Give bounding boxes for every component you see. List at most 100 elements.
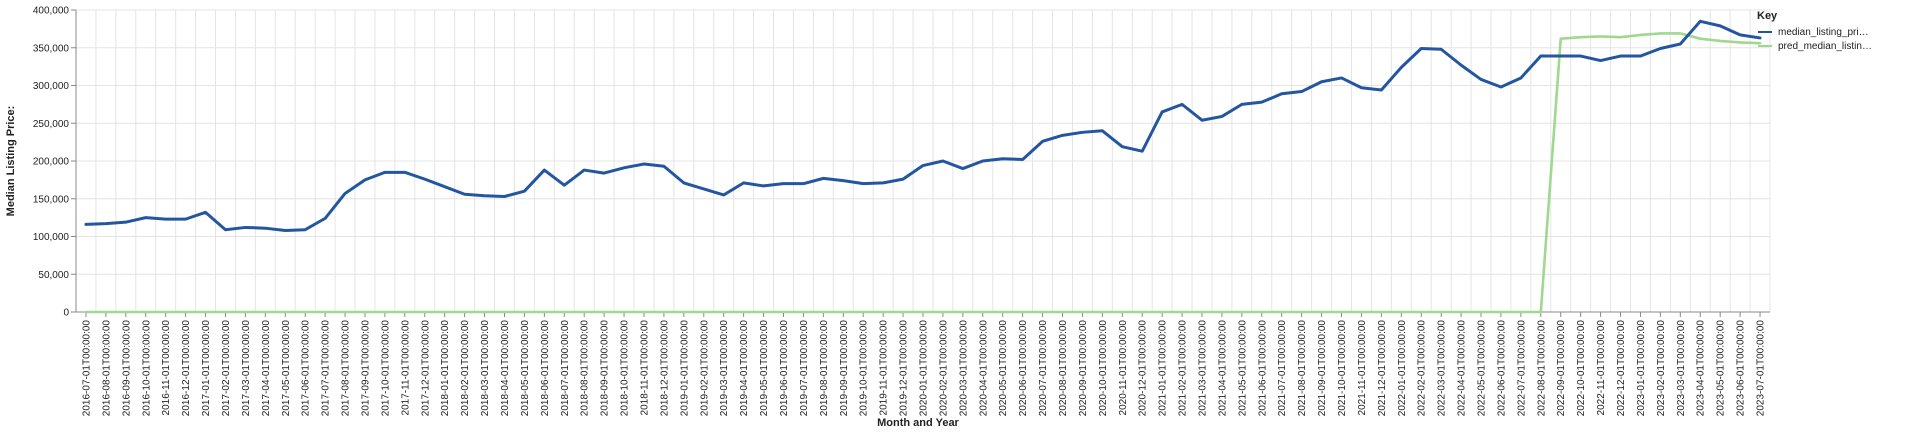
x-tick-label: 2017-09-01T00:00:00: [360, 320, 371, 417]
x-tick-label: 2022-05-01T00:00:00: [1477, 320, 1488, 417]
x-tick-label: 2023-04-01T00:00:00: [1696, 320, 1707, 417]
x-tick-label: 2018-08-01T00:00:00: [580, 320, 591, 417]
x-tick-label: 2017-03-01T00:00:00: [241, 320, 252, 417]
x-tick-label: 2019-10-01T00:00:00: [859, 320, 870, 417]
x-tick-label: 2022-12-01T00:00:00: [1616, 320, 1627, 417]
x-tick-label: 2020-04-01T00:00:00: [978, 320, 989, 417]
x-tick-label: 2019-11-01T00:00:00: [879, 320, 890, 416]
x-tick-label: 2020-06-01T00:00:00: [1018, 320, 1029, 417]
x-tick-label: 2017-01-01T00:00:00: [201, 320, 212, 417]
x-tick-label: 2016-12-01T00:00:00: [181, 320, 192, 417]
series-lines: [84, 19, 1762, 314]
x-tick-label: 2021-04-01T00:00:00: [1217, 320, 1228, 417]
x-tick-label: 2018-12-01T00:00:00: [659, 320, 670, 417]
legend: Key median_listing_pri… pred_median_list…: [1757, 10, 1872, 52]
x-tick-label: 2017-05-01T00:00:00: [281, 320, 292, 417]
x-tick-label: 2016-10-01T00:00:00: [141, 320, 152, 417]
x-tick-label: 2020-07-01T00:00:00: [1038, 320, 1049, 417]
y-tick-label: 400,000: [33, 6, 70, 17]
x-tick-label: 2022-03-01T00:00:00: [1437, 320, 1448, 417]
x-tick-label: 2016-08-01T00:00:00: [101, 320, 112, 417]
y-tick-label: 350,000: [33, 43, 70, 54]
x-tick-label: 2022-08-01T00:00:00: [1536, 320, 1547, 417]
x-tick-label: 2018-01-01T00:00:00: [440, 320, 451, 417]
x-tick-label: 2023-01-01T00:00:00: [1636, 320, 1647, 417]
x-tick-label: 2021-03-01T00:00:00: [1198, 320, 1209, 417]
x-tick-label: 2019-04-01T00:00:00: [739, 320, 750, 417]
x-tick-label: 2020-12-01T00:00:00: [1138, 320, 1149, 417]
x-tick-label: 2020-08-01T00:00:00: [1058, 320, 1069, 417]
x-tick-label: 2017-02-01T00:00:00: [221, 320, 232, 417]
x-tick-label: 2021-12-01T00:00:00: [1377, 320, 1388, 417]
y-tick-label: 200,000: [33, 157, 70, 168]
x-tick-label: 2018-05-01T00:00:00: [520, 320, 531, 417]
x-tick-label: 2020-03-01T00:00:00: [958, 320, 969, 417]
x-axis-title: Month and Year: [877, 417, 959, 429]
x-tick-label: 2020-05-01T00:00:00: [998, 320, 1009, 417]
x-tick-label: 2017-11-01T00:00:00: [400, 320, 411, 416]
x-tick-label: 2021-09-01T00:00:00: [1317, 320, 1328, 417]
x-tick-label: 2022-07-01T00:00:00: [1516, 320, 1527, 417]
x-tick-label: 2022-02-01T00:00:00: [1417, 320, 1428, 417]
x-tick-label: 2017-07-01T00:00:00: [321, 320, 332, 417]
legend-title: Key: [1757, 10, 1778, 22]
x-axis: 2016-07-01T00:00:00 2016-08-01T00:00:00 20…: [76, 311, 1770, 417]
x-tick-label: 2019-01-01T00:00:00: [679, 320, 690, 417]
x-tick-label: 2019-06-01T00:00:00: [779, 320, 790, 417]
x-tick-label: 2021-07-01T00:00:00: [1277, 320, 1288, 417]
x-tick-label: 2019-05-01T00:00:00: [759, 320, 770, 417]
x-tick-label: 2020-09-01T00:00:00: [1078, 320, 1089, 417]
x-tick-label: 2022-01-01T00:00:00: [1397, 320, 1408, 417]
x-tick-label: 2022-09-01T00:00:00: [1556, 320, 1567, 417]
x-tick-label: 2021-05-01T00:00:00: [1237, 320, 1248, 417]
x-tick-label: 2018-06-01T00:00:00: [540, 320, 551, 417]
x-tick-label: 2022-06-01T00:00:00: [1496, 320, 1507, 417]
gridlines: [75, 9, 1771, 313]
x-tick-label: 2019-07-01T00:00:00: [799, 320, 810, 417]
x-tick-label: 2020-10-01T00:00:00: [1098, 320, 1109, 417]
x-tick-label: 2021-08-01T00:00:00: [1297, 320, 1308, 417]
x-tick-label: 2016-07-01T00:00:00: [81, 320, 92, 417]
x-tick-label: 2021-10-01T00:00:00: [1337, 320, 1348, 417]
y-tick-label: 300,000: [33, 81, 70, 92]
x-tick-label: 2017-10-01T00:00:00: [380, 320, 391, 417]
x-tick-label: 2020-02-01T00:00:00: [938, 320, 949, 417]
x-tick-label: 2023-07-01T00:00:00: [1756, 320, 1767, 417]
x-tick-label: 2022-11-01T00:00:00: [1596, 320, 1607, 416]
x-tick-label: 2020-11-01T00:00:00: [1118, 320, 1129, 416]
x-tick-label: 2018-04-01T00:00:00: [500, 320, 511, 417]
x-tick-label: 2020-01-01T00:00:00: [919, 320, 930, 417]
y-axis-title: Median Listing Price:: [5, 106, 17, 217]
x-tick-label: 2023-06-01T00:00:00: [1736, 320, 1747, 417]
x-tick-label: 2019-08-01T00:00:00: [819, 320, 830, 417]
y-tick-label: 0: [63, 308, 69, 319]
x-tick-label: 2018-02-01T00:00:00: [460, 320, 471, 417]
x-tick-label: 2019-12-01T00:00:00: [899, 320, 910, 417]
x-tick-label: 2017-06-01T00:00:00: [301, 320, 312, 417]
y-tick-label: 150,000: [33, 194, 70, 205]
y-tick-label: 250,000: [33, 119, 70, 130]
x-tick-label: 2023-02-01T00:00:00: [1656, 320, 1667, 417]
x-tick-label: 2022-04-01T00:00:00: [1457, 320, 1468, 417]
x-tick-label: 2019-09-01T00:00:00: [839, 320, 850, 417]
x-tick-label: 2022-10-01T00:00:00: [1576, 320, 1587, 417]
x-tick-label: 2018-07-01T00:00:00: [560, 320, 571, 417]
series-line-pred-median-listing-price: [84, 32, 1762, 314]
x-tick-label: 2019-02-01T00:00:00: [699, 320, 710, 417]
x-tick-label: 2016-09-01T00:00:00: [121, 320, 132, 417]
x-tick-label: 2016-11-01T00:00:00: [161, 320, 172, 416]
y-tick-label: 50,000: [38, 270, 69, 281]
x-tick-label: 2021-11-01T00:00:00: [1357, 320, 1368, 416]
x-tick-label: 2018-09-01T00:00:00: [600, 320, 611, 417]
legend-label-actual: median_listing_pri…: [1778, 27, 1869, 38]
y-tick-label: 100,000: [33, 232, 70, 243]
series-line-median-listing-price: [84, 19, 1762, 232]
x-tick-label: 2019-03-01T00:00:00: [719, 320, 730, 417]
x-tick-label: 2018-10-01T00:00:00: [620, 320, 631, 417]
x-tick-label: 2017-12-01T00:00:00: [420, 320, 431, 417]
x-tick-label: 2021-01-01T00:00:00: [1158, 320, 1169, 417]
x-tick-label: 2021-06-01T00:00:00: [1257, 320, 1268, 417]
x-tick-label: 2023-03-01T00:00:00: [1676, 320, 1687, 417]
legend-label-pred: pred_median_listin…: [1778, 41, 1872, 52]
